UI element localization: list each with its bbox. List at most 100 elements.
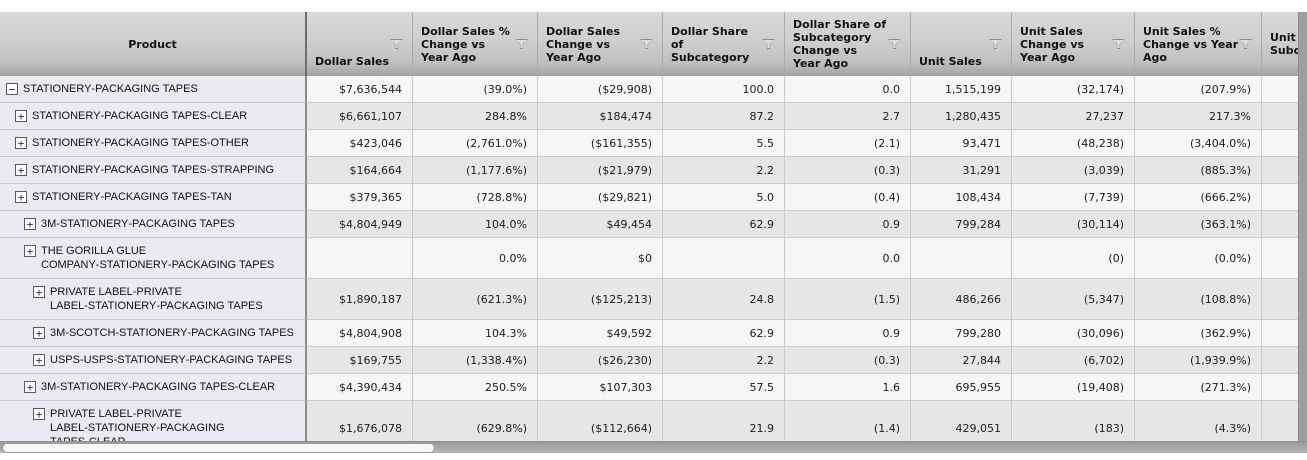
expand-icon[interactable]: + [15,110,27,122]
value-cell: 100.0 [663,76,785,103]
value-cell: $184,474 [538,103,663,130]
horizontal-scrollbar[interactable] [0,441,1307,453]
table-row: + THE GORILLA GLUE COMPANY‑STATIONERY‑PAC… [0,238,1307,279]
value-cell: (30,096) [1012,320,1135,347]
header-row: Product Dollar Sales Dollar Sales % Chang… [0,12,1307,76]
filter-funnel-icon[interactable] [762,39,775,49]
value-cell: (2,761.0%) [413,130,538,157]
value-cell [911,238,1012,279]
value-cell: $4,804,949 [307,211,413,238]
product-cell: + PRIVATE LABEL‑PRIVATE LABEL‑STATIONERY‑… [0,401,307,441]
filter-funnel-icon[interactable] [1239,39,1252,49]
expand-icon[interactable]: + [33,354,45,366]
product-cell: +3M‑STATIONERY‑PACKAGING TAPES [0,211,307,238]
product-label: STATIONERY‑PACKAGING TAPES‑OTHER [32,137,249,149]
table-row: + STATIONERY‑PACKAGING TAPES‑OTHER $423,04… [0,130,1307,157]
product-header-label: Product [128,37,177,51]
column-header-5[interactable]: Unit Sales [911,12,1012,76]
product-cell: + PRIVATE LABEL‑PRIVATE LABEL‑STATIONERY‑… [0,279,307,320]
filter-funnel-icon[interactable] [888,39,901,49]
value-cell: (3,039) [1012,157,1135,184]
value-cell: 1,515,199 [911,76,1012,103]
product-cell: + STATIONERY‑PACKAGING TAPES‑TAN [0,184,307,211]
product-label: STATIONERY‑PACKAGING TAPES‑CLEAR [32,110,248,122]
table-row: + PRIVATE LABEL‑PRIVATE LABEL‑STATIONERY‑… [0,279,1307,320]
value-cell: 0.0 [785,238,911,279]
column-header-1[interactable]: Dollar Sales % Change vs Year Ago [413,12,538,76]
value-cell: 486,266 [911,279,1012,320]
grid-body: − STATIONERY‑PACKAGING TAPES $7,636,544 (39… [0,76,1307,441]
value-cell: 5.0 [663,184,785,211]
value-cell: ($29,908) [538,76,663,103]
horizontal-scrollbar-thumb[interactable] [2,443,435,453]
value-cell: (621.3%) [413,279,538,320]
value-cell: 0.0 [785,76,911,103]
expand-icon[interactable]: + [33,327,45,339]
value-cell: (19,408) [1012,374,1135,401]
value-cell: (3,404.0%) [1135,130,1262,157]
product-label: STATIONERY‑PACKAGING TAPES‑TAN [32,191,232,203]
expand-icon[interactable]: + [33,286,45,298]
product-label: 3M‑STATIONERY‑PACKAGING TAPES‑CLEAR [41,381,276,393]
table-row: − STATIONERY‑PACKAGING TAPES $7,636,544 (39… [0,76,1307,103]
filter-funnel-icon[interactable] [1112,39,1125,49]
value-cell: $164,664 [307,157,413,184]
expand-icon[interactable]: + [24,381,36,393]
value-cell: 104.3% [413,320,538,347]
expand-icon[interactable]: + [33,408,45,420]
column-header-3[interactable]: Dollar Share of Subcategory [663,12,785,76]
value-cell: $379,365 [307,184,413,211]
value-cell: $49,592 [538,320,663,347]
expand-icon[interactable]: + [15,137,27,149]
value-cell: (183) [1012,401,1135,441]
value-cell: $4,804,908 [307,320,413,347]
column-header-7[interactable]: Unit Sales % Change vs Year Ago [1135,12,1262,76]
value-cell: 2.7 [785,103,911,130]
column-header-label: Dollar Sales Change vs Year Ago [546,24,621,64]
value-cell: (728.8%) [413,184,538,211]
column-header-4[interactable]: Dollar Share of Subcategory Change vs Ye… [785,12,911,76]
product-label: USPS‑USPS‑STATIONERY‑PACKAGING TAPES [50,354,293,366]
product-label: STATIONERY‑PACKAGING TAPES‑STRAPPING [32,164,275,176]
column-header-8[interactable]: Unit Share of Subcategory [1262,12,1307,76]
value-cell: 93,471 [911,130,1012,157]
value-cell: $49,454 [538,211,663,238]
filter-funnel-icon[interactable] [515,39,528,49]
expand-icon[interactable]: + [15,164,27,176]
filter-funnel-icon[interactable] [989,39,1002,49]
value-cell: $107,303 [538,374,663,401]
expand-icon[interactable]: + [24,218,36,230]
product-label: PRIVATE LABEL‑PRIVATE LABEL‑STATIONERY‑P… [50,286,263,312]
filter-funnel-icon[interactable] [390,39,403,49]
column-header-0[interactable]: Dollar Sales [307,12,413,76]
expand-icon[interactable]: + [15,191,27,203]
product-label: THE GORILLA GLUE COMPANY‑STATIONERY‑PACK… [41,245,275,271]
value-cell: $6,661,107 [307,103,413,130]
value-cell: (2.1) [785,130,911,157]
column-header-6[interactable]: Unit Sales Change vs Year Ago [1012,12,1135,76]
value-cell: 57.5 [663,374,785,401]
value-cell: ($161,355) [538,130,663,157]
expand-icon[interactable]: + [24,245,36,257]
column-header-2[interactable]: Dollar Sales Change vs Year Ago [538,12,663,76]
value-cell: 2.2 [663,157,785,184]
value-cell: 799,280 [911,320,1012,347]
value-cell: (0) [1012,238,1135,279]
value-cell [307,238,413,279]
product-label: STATIONERY‑PACKAGING TAPES [23,83,198,95]
column-header-product[interactable]: Product [0,12,307,76]
table-row: + STATIONERY‑PACKAGING TAPES‑CLEAR $6,661,… [0,103,1307,130]
value-cell: (48,238) [1012,130,1135,157]
value-cell: (207.9%) [1135,76,1262,103]
filter-funnel-icon[interactable] [640,39,653,49]
value-cell: (1.4) [785,401,911,441]
product-cell: + THE GORILLA GLUE COMPANY‑STATIONERY‑PAC… [0,238,307,279]
value-cell: ($26,230) [538,347,663,374]
value-cell: (0.4) [785,184,911,211]
value-cell: $7,636,544 [307,76,413,103]
collapse-icon[interactable]: − [6,83,18,95]
value-cell: 108,434 [911,184,1012,211]
product-label: PRIVATE LABEL‑PRIVATE LABEL‑STATIONERY‑P… [50,408,225,441]
vertical-scrollbar[interactable] [1298,12,1307,441]
